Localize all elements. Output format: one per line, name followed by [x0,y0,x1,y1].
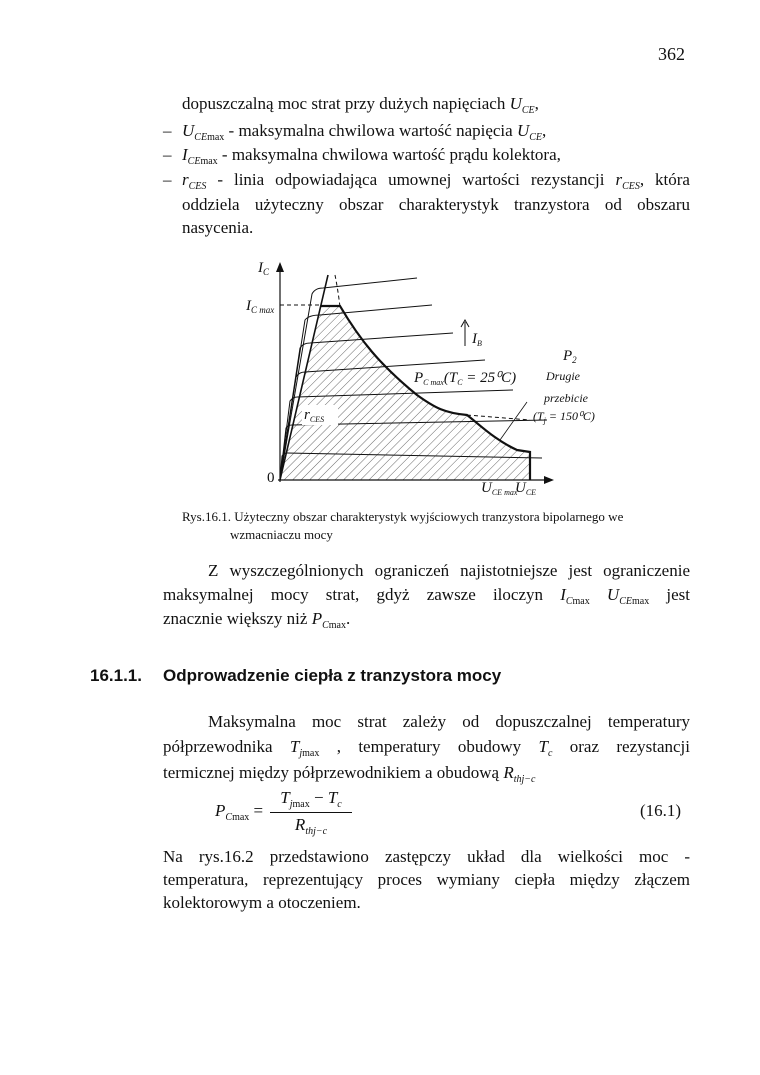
formula-lhs: PCmax [215,801,250,823]
math-symbol: ICEmax [182,145,218,167]
second-breakdown-dashed [466,414,531,421]
math-symbol: UCE [516,121,543,143]
figure-caption: Rys.16.1. Użyteczny obszar charakterysty… [182,509,624,524]
dashed-hyperbola [334,274,341,308]
text-segment: , [542,121,547,140]
text-segment: - maksymalna chwilowa wartość napięcia [224,121,517,140]
text-segment: termicznej między półprzewodnikiem a obu… [163,763,504,782]
text-line: półprzewodnika Tjmax , temperatury obudo… [163,737,690,764]
math-symbol: Rthj−c [503,763,536,785]
label-rces: rCES [304,407,324,424]
text-segment: Z wyszczególnionych ograniczeń najistotn… [208,561,690,580]
label-ic: IC [257,260,270,277]
text-segment: , [534,94,539,113]
equation-number: (16.1) [640,801,682,820]
math-symbol: UCEmax [589,585,650,607]
fraction-bar [270,812,352,813]
label-pcmax: PC max(TC = 25⁰C) [413,370,516,387]
text-line: Na rys.16.2 przedstawiono zastępczy ukła… [163,847,690,867]
text-segment: oraz rezystancji [552,737,690,756]
formula-equals: = [253,801,264,820]
math-symbol: Tjmax [289,737,320,759]
label-ib: IB [471,331,482,348]
list-dash: – [163,170,172,189]
text-line: UCEmax - maksymalna chwilowa wartość nap… [182,121,546,148]
text-segment: dopuszczalną moc strat przy dużych napię… [182,94,510,113]
x-axis-arrow [544,476,554,484]
text-segment: temperatura, reprezentujący proces wymia… [163,870,690,889]
list-dash: – [163,121,172,140]
text-line: Z wyszczególnionych ograniczeń najistotn… [208,561,690,581]
formula-denominator: Rthj−c [294,815,328,837]
text-segment: nasycenia. [182,218,254,237]
text-segment: Na rys.16.2 przedstawiono zastępczy ukła… [163,847,690,866]
text-line: Maksymalna moc strat zależy od dopuszcza… [208,712,690,732]
text-segment: , która [639,170,690,189]
text-segment: jest [649,585,691,604]
text-line: dopuszczalną moc strat przy dużych napię… [182,94,539,121]
ib-arrow-head [460,318,470,328]
label-ucemax: UCE max [481,480,518,497]
text-line: termicznej między półprzewodnikiem a obu… [163,763,536,790]
text-segment: znacznie większy niż [163,609,312,628]
label-p2: P2 [562,348,577,365]
text-segment: maksymalnej mocy strat, gdyż zawsze iloc… [163,585,561,604]
text-line: rCES - linia odpowiadająca umownej warto… [182,170,690,197]
label-tj: (Tj = 150⁰C) [533,409,595,425]
text-segment: Maksymalna moc strat zależy od dopuszcza… [208,712,690,731]
pcmax-boundary [321,304,532,480]
text-segment: - maksymalna chwilowa wartość prądu kole… [217,145,561,164]
math-symbol: Tc [538,737,553,759]
label-uce: UCE [515,480,536,497]
text-segment: , temperatury obudowy [319,737,539,756]
math-symbol: UCE [509,94,535,116]
list-dash: – [163,145,172,164]
text-line: ICEmax - maksymalna chwilowa wartość prą… [182,145,561,172]
section-number: 16.1.1. [90,666,142,685]
figure-output-characteristics: IC IC max 0 IB PC max(TC = 25⁰C) P2 Drug… [245,260,595,497]
section-title: Odprowadzenie ciepła z tranzystora mocy [163,666,502,685]
text-segment: oddziela użyteczny obszar charakterystyk… [182,195,690,214]
label-icmax: IC max [245,298,274,315]
label-przebicie: przebicie [543,391,589,405]
math-symbol: PCmax [311,609,346,631]
formula-numerator: Tjmax − Tc [280,788,342,810]
y-axis-arrow [276,262,284,272]
math-symbol: ICmax [560,585,590,607]
text-line: oddziela użyteczny obszar charakterystyk… [182,195,690,215]
math-symbol: rCES [182,170,207,192]
p2-leader-line [499,401,528,441]
text-line: temperatura, reprezentujący proces wymia… [163,870,690,890]
label-drugie: Drugie [545,369,581,383]
figure-caption-cont: wzmacniaczu mocy [230,527,333,542]
formula-fraction: Tjmax − Tc Rthj−c [270,788,352,837]
text-line: kolektorowym a otoczeniem. [163,893,361,913]
rces-line [279,274,329,481]
page-number: 362 [658,44,685,64]
text-segment: . [345,609,351,628]
text-segment: kolektorowym a otoczeniem. [163,893,361,912]
text-line: maksymalnej mocy strat, gdyż zawsze iloc… [163,585,690,612]
math-symbol: rCES [615,170,640,192]
text-segment: - linia odpowiadająca umownej wartości r… [206,170,616,189]
text-segment: półprzewodnika [163,737,290,756]
text-line: znacznie większy niż PCmax. [163,609,350,636]
text-line: nasycenia. [182,218,253,238]
label-zero: 0 [267,470,275,486]
math-symbol: UCEmax [182,121,225,143]
